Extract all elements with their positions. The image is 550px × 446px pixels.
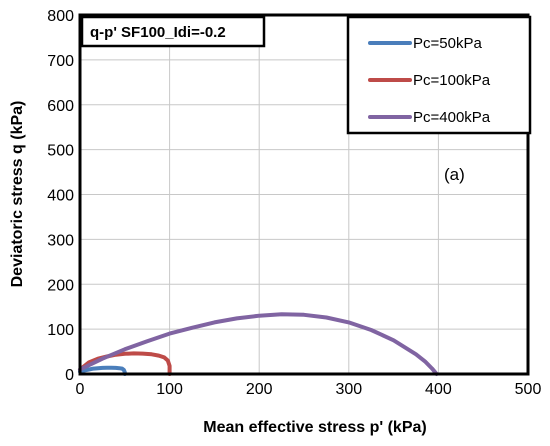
plot-frame bbox=[78, 13, 530, 376]
x-tick-label: 0 bbox=[76, 381, 85, 398]
y-tick-label: 400 bbox=[47, 188, 74, 205]
series-line-3 bbox=[78, 312, 439, 376]
legend: Pc=50kPa Pc=100kPa Pc=400kPa bbox=[346, 15, 532, 135]
y-tick-label: 0 bbox=[65, 367, 74, 384]
y-tick-label: 600 bbox=[47, 98, 74, 115]
legend-label-3: Pc=400kPa bbox=[413, 109, 491, 126]
y-tick-label: 100 bbox=[47, 322, 74, 339]
y-tick-label: 300 bbox=[47, 232, 74, 249]
x-tick-labels: 0 100 200 300 400 500 bbox=[76, 381, 542, 398]
x-tick-label: 400 bbox=[425, 381, 452, 398]
x-tick-label: 500 bbox=[515, 381, 542, 398]
y-tick-label: 800 bbox=[47, 8, 74, 25]
x-tick-label: 200 bbox=[246, 381, 273, 398]
chart-title-box: q-p' SF100_Idi=-0.2 bbox=[80, 15, 266, 48]
panel-annotation: (a) bbox=[444, 165, 465, 184]
legend-label-2: Pc=100kPa bbox=[413, 72, 491, 89]
y-tick-label: 700 bbox=[47, 53, 74, 70]
x-tick-label: 300 bbox=[335, 381, 362, 398]
series-layer bbox=[78, 312, 439, 376]
x-axis-title: Mean effective stress p' (kPa) bbox=[203, 419, 426, 436]
chart-title: q-p' SF100_Idi=-0.2 bbox=[90, 24, 226, 41]
x-tick-label: 100 bbox=[156, 381, 183, 398]
y-tick-label: 200 bbox=[47, 277, 74, 294]
y-tick-label: 500 bbox=[47, 143, 74, 160]
y-tick-labels: 0 100 200 300 400 500 600 700 800 bbox=[47, 8, 74, 384]
series-line-1 bbox=[78, 365, 127, 376]
y-axis-title: Deviatoric stress q (kPa) bbox=[9, 101, 26, 288]
legend-label-1: Pc=50kPa bbox=[413, 35, 482, 52]
